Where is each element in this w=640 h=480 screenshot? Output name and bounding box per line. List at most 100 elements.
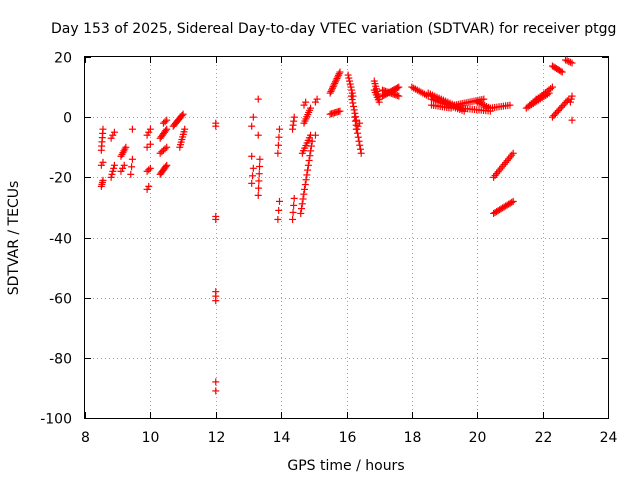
data-point: [298, 200, 306, 208]
data-point: [122, 143, 130, 151]
data-point: [110, 161, 118, 169]
data-point: [355, 137, 363, 145]
data-point: [212, 119, 220, 127]
data-point: [127, 170, 135, 178]
data-point: [117, 167, 125, 175]
data-point: [256, 155, 264, 163]
data-point: [289, 215, 297, 223]
data-point: [128, 163, 136, 171]
data-point: [161, 118, 169, 126]
data-point: [567, 95, 575, 103]
data-point: [336, 107, 344, 115]
data-point: [565, 58, 573, 66]
data-point: [99, 158, 107, 166]
data-point: [145, 182, 153, 190]
y-axis-label: SDTVAR / TECUs: [6, 181, 22, 296]
data-point: [508, 198, 516, 206]
data-point: [304, 166, 312, 174]
data-point: [328, 84, 336, 92]
data-point: [336, 68, 344, 76]
data-point: [248, 152, 256, 160]
x-tick-label: 24: [600, 430, 618, 446]
data-point: [328, 86, 336, 94]
data-point: [255, 177, 263, 185]
data-point: [298, 205, 306, 213]
data-point: [290, 194, 298, 202]
data-point: [557, 103, 565, 111]
data-point: [302, 176, 310, 184]
data-point: [163, 116, 171, 124]
data-point: [563, 97, 571, 105]
data-point: [556, 105, 564, 113]
y-tick-labels: -100 -80 -60 -40 -20 0 20: [40, 51, 72, 428]
data-point: [274, 141, 282, 149]
data-point: [480, 95, 488, 103]
data-point: [254, 131, 262, 139]
data-point: [329, 83, 337, 91]
data-point: [335, 70, 343, 78]
data-point: [178, 111, 186, 119]
data-point: [447, 104, 455, 112]
data-points: [97, 56, 576, 395]
data-point: [128, 125, 136, 133]
data-point: [254, 95, 262, 103]
data-point: [557, 67, 565, 75]
data-point: [162, 127, 170, 135]
y-tick-label: -100: [40, 412, 72, 428]
y-tick-label: -60: [49, 292, 72, 308]
x-tick-label: 16: [339, 430, 357, 446]
data-point: [332, 76, 340, 84]
data-point: [354, 129, 362, 137]
data-point: [563, 57, 571, 65]
data-point: [158, 148, 166, 156]
data-point: [120, 161, 128, 169]
plot-frame: [84, 56, 609, 419]
data-point: [146, 164, 154, 172]
data-point: [159, 146, 167, 154]
data-point: [562, 56, 570, 64]
data-point: [509, 149, 517, 157]
y-tick-label: 0: [63, 111, 72, 127]
data-point: [145, 128, 153, 136]
data-point: [354, 133, 362, 141]
data-point: [275, 197, 283, 205]
data-point: [352, 125, 360, 133]
data-point: [346, 80, 354, 88]
data-point: [146, 125, 154, 133]
data-point: [110, 164, 118, 172]
data-point: [275, 125, 283, 133]
data-point: [348, 89, 356, 97]
data-point: [333, 75, 341, 83]
x-axis-label: GPS time / hours: [287, 458, 404, 474]
data-point: [249, 164, 257, 172]
data-point: [568, 116, 576, 124]
data-point: [108, 170, 116, 178]
data-point: [356, 119, 364, 127]
data-point: [331, 78, 339, 86]
x-tick-label: 14: [273, 430, 291, 446]
data-point: [327, 87, 335, 95]
axis-ticks: [85, 57, 609, 419]
data-point: [313, 95, 321, 103]
data-point: [548, 83, 556, 91]
data-point: [357, 149, 365, 157]
data-point: [99, 125, 107, 133]
data-point: [347, 92, 355, 100]
chart-title: Day 153 of 2025, Sidereal Day-to-day VTE…: [51, 21, 616, 37]
data-point: [566, 98, 574, 106]
y-tick-label: -80: [49, 352, 72, 368]
x-tick-label: 22: [535, 430, 553, 446]
x-tick-labels: 8 10 12 14 16 18 20 22 24: [81, 430, 617, 446]
data-point: [107, 173, 115, 181]
data-point: [255, 184, 263, 192]
data-point: [254, 191, 262, 199]
data-point: [162, 163, 170, 171]
data-point: [305, 156, 313, 164]
data-point: [351, 117, 359, 125]
data-point: [300, 190, 308, 198]
data-point: [334, 73, 342, 81]
data-point: [554, 107, 562, 115]
data-point: [212, 387, 220, 395]
